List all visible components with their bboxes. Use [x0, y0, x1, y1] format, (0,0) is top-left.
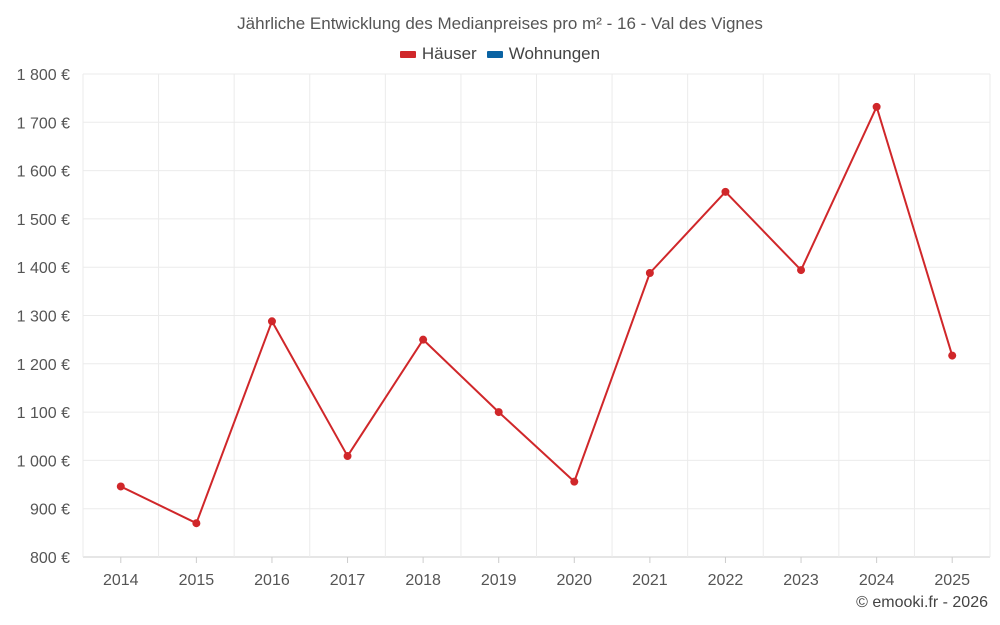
x-tick-label: 2017: [330, 572, 366, 589]
data-point: [192, 519, 201, 528]
series-layer: [116, 102, 957, 528]
y-tick-label: 1 400 €: [17, 260, 70, 277]
data-point: [267, 317, 276, 326]
legend-swatch-wohnungen: [486, 50, 503, 58]
x-tick-label: 2016: [254, 572, 290, 589]
y-tick-label: 1 500 €: [17, 212, 70, 229]
data-point: [494, 408, 503, 417]
y-axis: 800 € 900 € 1 000 € 1 100 € 1 200 € 1 300 € 1 …: [17, 67, 70, 567]
x-tick-label: 2018: [405, 572, 441, 589]
y-tick-label: 1 200 €: [17, 357, 70, 374]
legend-swatch-haeuser: [399, 50, 416, 58]
x-tick-label: 2022: [708, 572, 744, 589]
data-point: [343, 452, 352, 461]
chart-title: Jährliche Entwicklung des Medianpreises …: [237, 14, 763, 33]
y-tick-label: 1 100 €: [17, 405, 70, 422]
series-line-0: [120, 105, 954, 525]
x-tick-label: 2025: [934, 572, 970, 589]
x-tick-label: 2015: [179, 572, 215, 589]
legend-item-haeuser[interactable]: Häuser: [399, 44, 477, 64]
y-tick-label: 1 800 €: [17, 67, 70, 84]
y-tick-label: 800 €: [30, 550, 70, 567]
credit-text: © emooki.fr - 2026: [856, 594, 988, 611]
data-point: [797, 266, 806, 275]
x-axis: 2014 2015 2016 2017 2018 2019 2020 2021 2022 2023…: [103, 557, 970, 589]
data-point: [721, 187, 730, 196]
y-tick-label: 1 700 €: [17, 115, 70, 132]
grid-lines: [82, 73, 991, 558]
x-tick-label: 2014: [103, 572, 139, 589]
data-point: [645, 268, 654, 277]
data-point: [872, 102, 881, 111]
data-point: [116, 482, 125, 491]
x-tick-label: 2021: [632, 572, 668, 589]
data-point: [419, 335, 428, 344]
data-point: [948, 351, 957, 360]
legend: Häuser Wohnungen: [0, 44, 1000, 64]
y-tick-label: 1 600 €: [17, 164, 70, 181]
legend-label-haeuser: Häuser: [421, 44, 477, 63]
x-tick-label: 2019: [481, 572, 517, 589]
y-tick-label: 900 €: [30, 502, 70, 519]
legend-label-wohnungen: Wohnungen: [508, 44, 601, 63]
y-tick-label: 1 300 €: [17, 309, 70, 326]
x-tick-label: 2020: [556, 572, 592, 589]
data-point: [570, 477, 579, 486]
x-tick-label: 2023: [783, 572, 819, 589]
legend-item-wohnungen[interactable]: Wohnungen: [486, 44, 601, 64]
y-tick-label: 1 000 €: [17, 453, 70, 470]
x-tick-label: 2024: [859, 572, 895, 589]
